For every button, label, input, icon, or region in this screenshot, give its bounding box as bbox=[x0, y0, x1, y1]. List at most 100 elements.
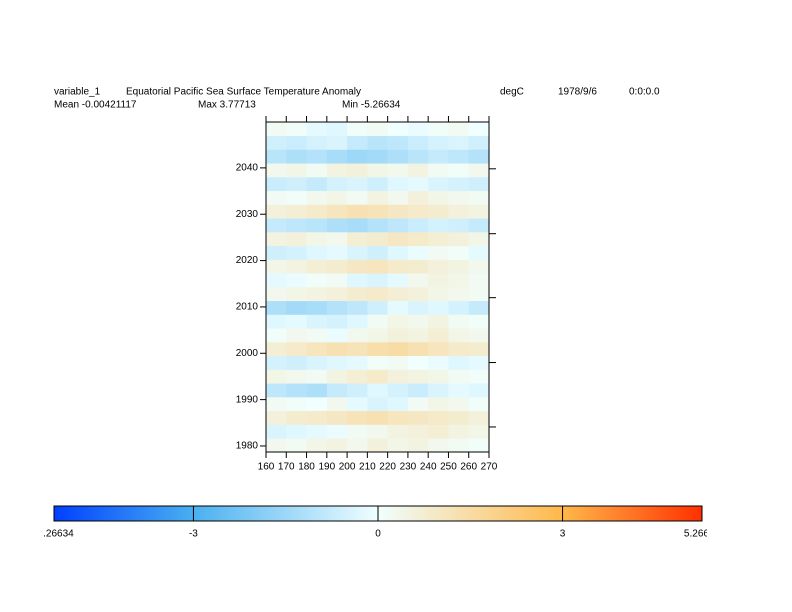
cell bbox=[306, 314, 328, 329]
cell bbox=[468, 149, 490, 164]
cell bbox=[266, 396, 287, 412]
cell bbox=[387, 135, 409, 150]
x-tick-label: 210 bbox=[359, 462, 376, 473]
cell bbox=[367, 149, 388, 164]
cell bbox=[306, 231, 328, 247]
cell bbox=[266, 369, 287, 384]
colorbar-tick-label: 3 bbox=[560, 529, 566, 540]
cell bbox=[306, 424, 328, 439]
cell bbox=[468, 122, 490, 137]
cell bbox=[448, 122, 470, 137]
cell bbox=[407, 190, 429, 205]
cell bbox=[448, 355, 470, 370]
cell bbox=[286, 163, 307, 178]
cell bbox=[266, 149, 287, 164]
cell bbox=[428, 218, 449, 233]
cell bbox=[367, 122, 388, 137]
cell bbox=[387, 149, 409, 164]
cell bbox=[407, 231, 429, 247]
cell bbox=[326, 218, 348, 233]
cell bbox=[407, 287, 429, 302]
cell bbox=[407, 438, 429, 453]
cell bbox=[286, 410, 307, 425]
cell bbox=[448, 273, 470, 288]
cell bbox=[448, 218, 470, 233]
cell bbox=[367, 438, 388, 453]
cell bbox=[306, 163, 328, 178]
cell bbox=[468, 163, 490, 178]
cell bbox=[347, 287, 368, 302]
cell bbox=[347, 328, 368, 343]
cell bbox=[347, 204, 368, 219]
cell bbox=[428, 355, 449, 370]
cell bbox=[286, 177, 307, 192]
cell bbox=[387, 396, 409, 412]
cell bbox=[407, 135, 429, 150]
cell bbox=[428, 163, 449, 178]
cell bbox=[367, 163, 388, 178]
cell bbox=[286, 328, 307, 343]
cell bbox=[387, 245, 409, 260]
cell bbox=[428, 231, 449, 247]
cell bbox=[326, 342, 348, 357]
cell bbox=[387, 177, 409, 192]
cell bbox=[367, 231, 388, 247]
cell bbox=[347, 369, 368, 384]
cell bbox=[266, 204, 287, 219]
cell bbox=[428, 122, 449, 137]
cell bbox=[428, 190, 449, 205]
cell bbox=[266, 424, 287, 439]
cell bbox=[266, 328, 287, 343]
cell bbox=[266, 300, 287, 315]
cell bbox=[326, 410, 348, 425]
cell bbox=[347, 218, 368, 233]
colorbar: -5.26634 -3 0 3 5.26634 bbox=[44, 505, 707, 540]
cell bbox=[326, 355, 348, 370]
y-tick-label: 2020 bbox=[236, 255, 259, 266]
cell bbox=[448, 287, 470, 302]
cell bbox=[306, 177, 328, 192]
cell bbox=[387, 259, 409, 274]
cell bbox=[387, 287, 409, 302]
cell bbox=[326, 369, 348, 384]
cell bbox=[266, 410, 287, 425]
cell bbox=[387, 355, 409, 370]
colorbar-tick-label: -3 bbox=[189, 529, 198, 540]
cell bbox=[347, 163, 368, 178]
y-tick-label: 1980 bbox=[236, 441, 259, 452]
cell bbox=[428, 259, 449, 274]
cell bbox=[367, 204, 388, 219]
cell bbox=[306, 369, 328, 384]
cell bbox=[266, 383, 287, 398]
cell bbox=[306, 383, 328, 398]
cell bbox=[448, 163, 470, 178]
cell bbox=[347, 122, 368, 137]
cell bbox=[306, 328, 328, 343]
cell bbox=[367, 328, 388, 343]
cell bbox=[286, 273, 307, 288]
cell bbox=[387, 342, 409, 357]
cell bbox=[286, 149, 307, 164]
cell bbox=[326, 259, 348, 274]
cell bbox=[326, 122, 348, 137]
cell bbox=[286, 314, 307, 329]
cell bbox=[428, 314, 449, 329]
cell bbox=[448, 135, 470, 150]
cell bbox=[347, 273, 368, 288]
cell bbox=[367, 355, 388, 370]
cell bbox=[286, 218, 307, 233]
cell bbox=[468, 273, 490, 288]
cell bbox=[428, 273, 449, 288]
cell bbox=[428, 300, 449, 315]
cell bbox=[428, 396, 449, 412]
cell bbox=[387, 328, 409, 343]
cell bbox=[347, 231, 368, 247]
x-tick-label: 220 bbox=[379, 462, 396, 473]
cell bbox=[428, 204, 449, 219]
cell bbox=[428, 177, 449, 192]
cell bbox=[387, 383, 409, 398]
cell bbox=[387, 314, 409, 329]
cell bbox=[347, 383, 368, 398]
cell bbox=[266, 314, 287, 329]
cell bbox=[468, 383, 490, 398]
